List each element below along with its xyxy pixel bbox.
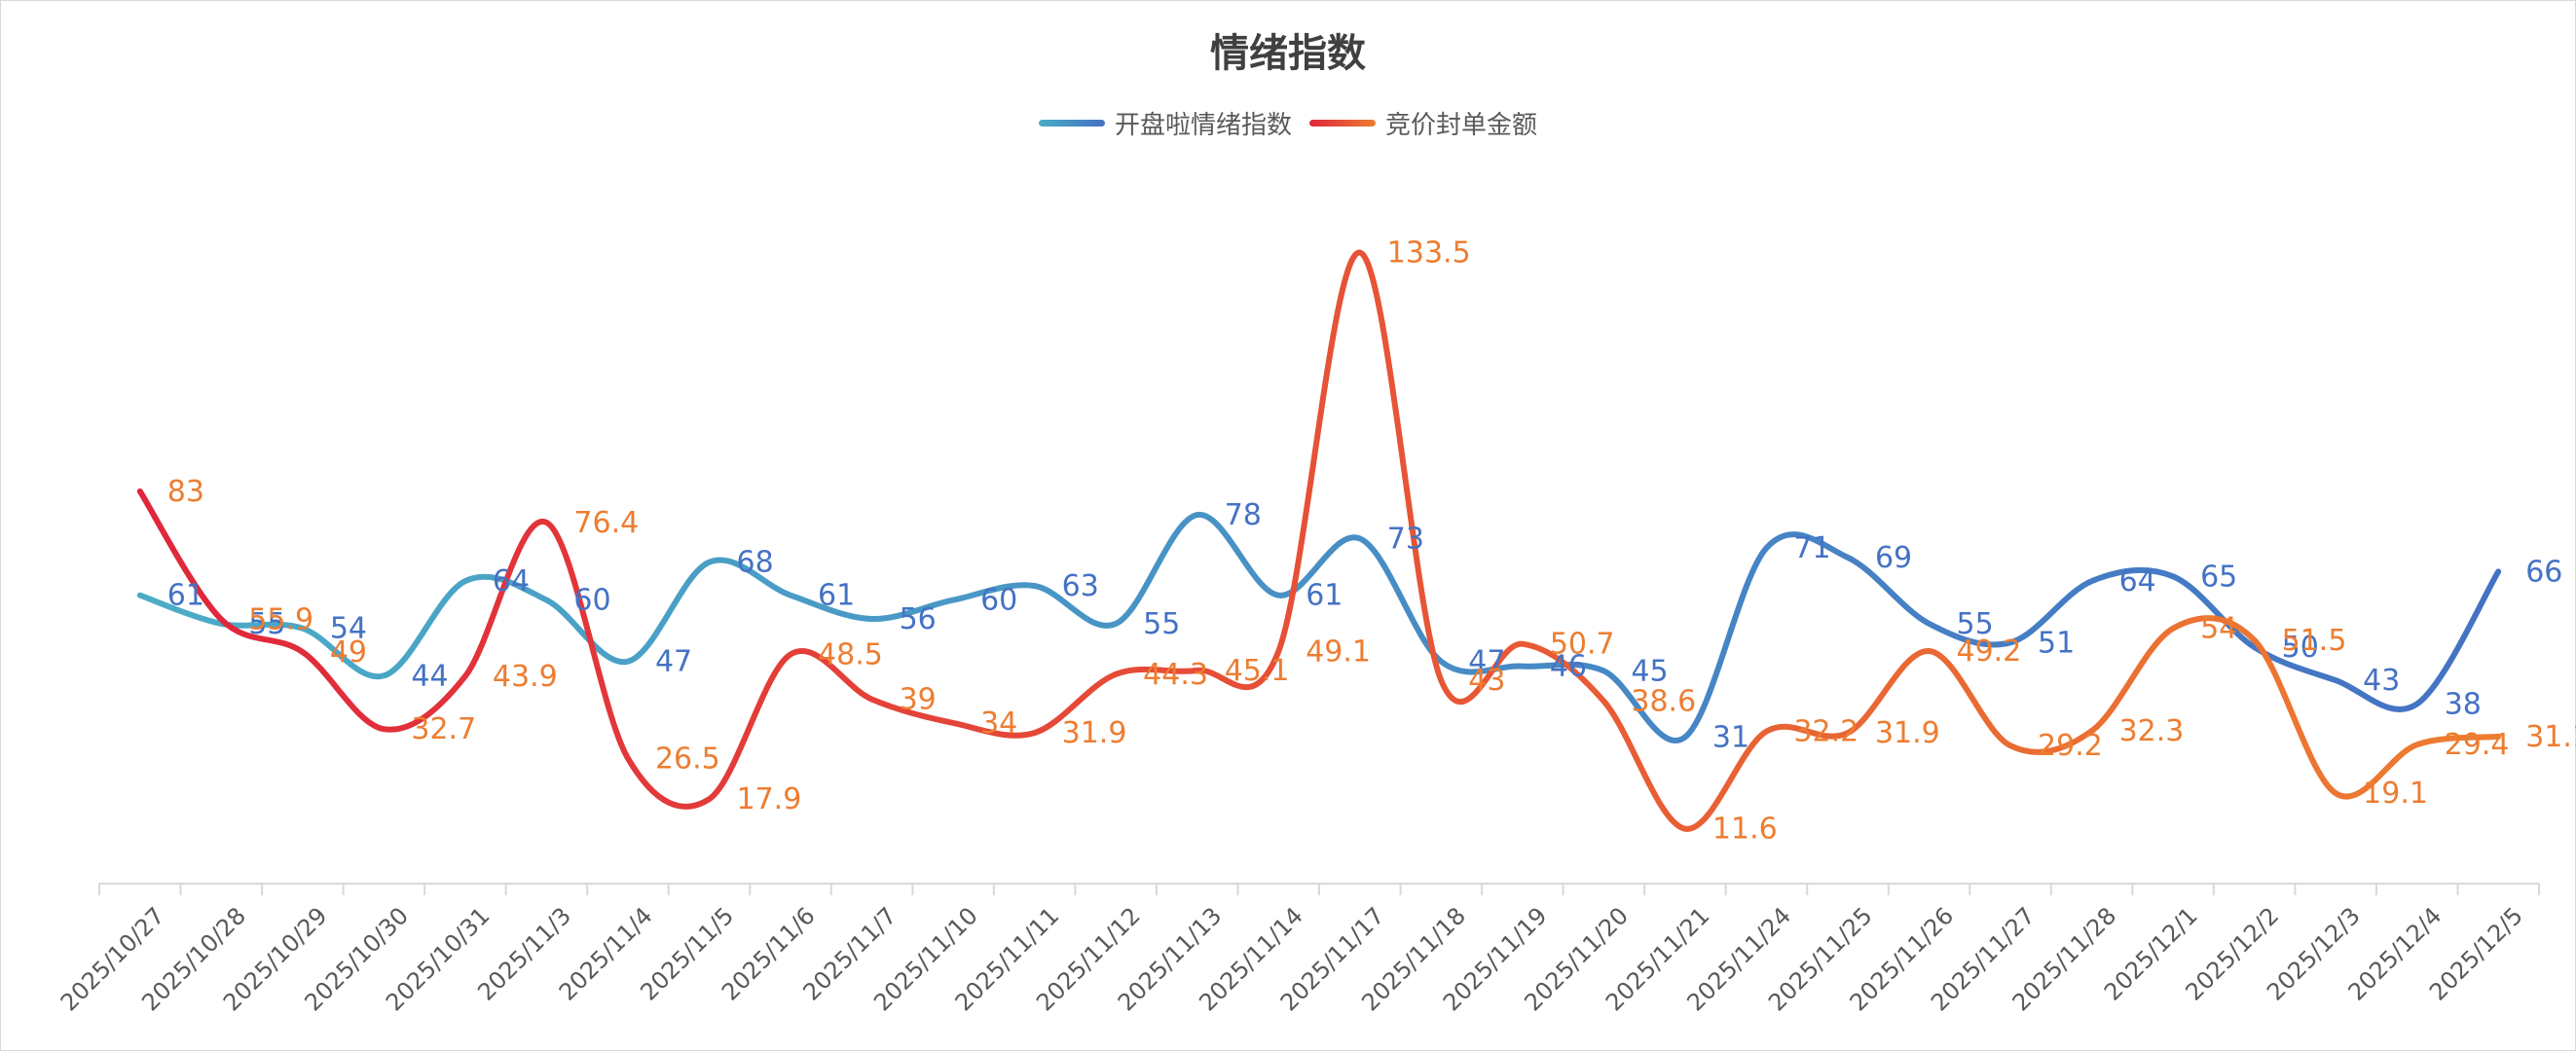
data-label-auction: 17.9 [737, 782, 802, 816]
data-label-auction: 50.7 [1550, 628, 1615, 662]
data-label-auction: 133.5 [1387, 236, 1471, 271]
data-label-sentiment: 78 [1225, 498, 1262, 532]
data-label-sentiment: 38 [2445, 687, 2482, 721]
data-label-auction: 54 [2200, 612, 2237, 646]
data-label-auction: 45.1 [1225, 654, 1290, 688]
legend-item-sentiment[interactable]: 开盘啦情绪指数 [1038, 105, 1292, 141]
data-label-sentiment: 60 [980, 584, 1017, 618]
data-label-sentiment: 64 [493, 564, 530, 598]
data-label-auction: 31.9 [1875, 716, 1940, 750]
series-lines [136, 249, 2502, 832]
data-label-auction: 19.1 [2363, 777, 2428, 811]
data-label-sentiment: 55 [1143, 607, 1180, 641]
data-label-sentiment: 61 [818, 579, 855, 613]
chart-title: 情绪指数 [1210, 31, 1366, 76]
data-label-auction: 49.1 [1306, 635, 1371, 670]
data-labels: 61 55 54 44 64 60 47 68 61 56 60 63 55 78 61 73 47 46 45 31… [167, 236, 2576, 847]
x-axis: 2025/10/272025/10/282025/10/292025/10/30… [55, 883, 2540, 1016]
legend: 开盘啦情绪指数 竞价封单金额 [0, 105, 2576, 141]
data-label-sentiment: 64 [2119, 564, 2156, 598]
data-label-auction: 76.4 [573, 506, 639, 540]
legend-swatch-sentiment [1038, 120, 1105, 127]
data-label-sentiment: 60 [573, 584, 610, 618]
data-label-auction: 32.3 [2119, 714, 2185, 748]
data-label-sentiment: 43 [2363, 664, 2400, 698]
data-label-sentiment: 65 [2200, 560, 2237, 594]
data-label-auction: 26.5 [655, 742, 720, 776]
data-label-sentiment: 50 [2282, 631, 2319, 665]
data-label-auction: 32.7 [411, 712, 476, 746]
data-label-sentiment: 47 [1468, 645, 1505, 679]
data-label-sentiment: 66 [2525, 555, 2562, 589]
data-label-auction: 32.2 [1793, 715, 1858, 749]
data-label-sentiment: 55 [1957, 607, 1994, 641]
data-label-sentiment: 51 [2038, 626, 2075, 660]
data-label-auction: 51.5 [2282, 624, 2347, 658]
data-label-sentiment: 71 [1793, 531, 1830, 565]
data-label-auction: 38.6 [1631, 685, 1696, 719]
data-label-auction: 49 [330, 635, 367, 670]
legend-label-sentiment: 开盘啦情绪指数 [1114, 111, 1292, 140]
data-label-auction: 83 [167, 475, 204, 509]
legend-label-auction: 竞价封单金额 [1385, 111, 1538, 140]
data-label-auction: 31.1 [2525, 720, 2576, 754]
data-label-sentiment: 61 [1306, 579, 1343, 613]
data-label-sentiment: 69 [1875, 541, 1912, 575]
series-line-sentiment[interactable] [136, 512, 2502, 743]
data-label-sentiment: 68 [737, 546, 774, 580]
data-label-auction: 43 [1468, 664, 1505, 698]
data-label-auction: 29.2 [2038, 729, 2103, 763]
series-line-auction[interactable] [136, 249, 2502, 832]
data-label-sentiment: 55 [248, 607, 285, 641]
data-label-sentiment: 46 [1550, 650, 1587, 684]
data-label-sentiment: 73 [1387, 522, 1424, 556]
data-label-sentiment: 45 [1631, 654, 1668, 688]
data-label-auction: 48.5 [818, 637, 883, 671]
data-label-auction: 29.4 [2445, 728, 2510, 762]
data-label-auction: 49.2 [1957, 634, 2022, 669]
data-label-auction: 31.9 [1062, 716, 1127, 750]
data-label-auction: 44.3 [1143, 658, 1208, 692]
data-label-auction: 43.9 [493, 660, 558, 694]
data-label-auction: 39 [900, 683, 937, 717]
data-label-sentiment: 31 [1712, 720, 1749, 754]
data-label-auction: 11.6 [1712, 813, 1778, 847]
legend-swatch-auction [1309, 120, 1376, 127]
data-label-sentiment: 54 [330, 612, 367, 646]
data-label-sentiment: 47 [655, 645, 692, 679]
data-label-sentiment: 63 [1062, 569, 1099, 603]
data-label-auction: 55.9 [248, 602, 313, 636]
data-label-sentiment: 56 [900, 602, 937, 636]
data-label-auction: 34 [980, 707, 1017, 741]
legend-item-auction[interactable]: 竞价封单金额 [1309, 105, 1537, 141]
data-label-sentiment: 61 [167, 579, 204, 613]
data-label-sentiment: 44 [411, 659, 448, 693]
